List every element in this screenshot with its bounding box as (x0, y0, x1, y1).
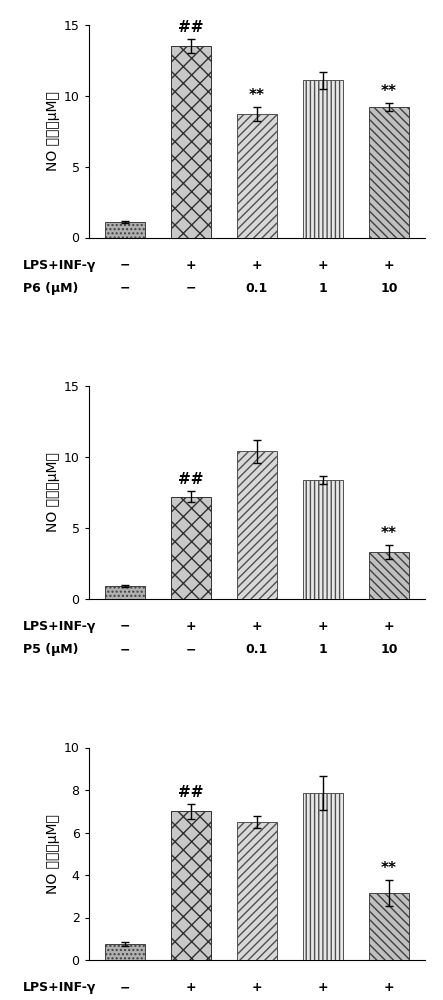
Text: LPS+INF-γ: LPS+INF-γ (23, 981, 96, 994)
Text: −: − (120, 282, 130, 295)
Bar (237, 114, 277, 237)
Text: +: + (384, 620, 394, 633)
Bar (171, 497, 211, 599)
Text: +: + (318, 259, 328, 272)
Y-axis label: NO 浓度（μM）: NO 浓度（μM） (46, 91, 59, 171)
Bar (171, 811, 211, 960)
Y-axis label: NO 浓度（μM）: NO 浓度（μM） (46, 453, 59, 532)
Text: 10: 10 (380, 643, 398, 656)
Bar (369, 107, 409, 237)
Text: P6 (μM): P6 (μM) (23, 282, 78, 295)
Text: +: + (318, 981, 328, 994)
Y-axis label: NO 浓度（μM）: NO 浓度（μM） (46, 814, 59, 894)
Bar (303, 480, 343, 599)
Text: **: ** (381, 84, 397, 99)
Text: +: + (384, 981, 394, 994)
Text: +: + (186, 620, 196, 633)
Text: −: − (120, 620, 130, 633)
Bar (171, 46, 211, 237)
Text: −: − (186, 643, 196, 656)
Bar (303, 80, 343, 237)
Text: 0.1: 0.1 (246, 643, 268, 656)
Text: −: − (120, 981, 130, 994)
Text: ##: ## (178, 20, 204, 35)
Bar (105, 222, 145, 237)
Text: LPS+INF-γ: LPS+INF-γ (23, 620, 96, 633)
Text: **: ** (381, 861, 397, 876)
Text: +: + (252, 259, 262, 272)
Bar (369, 552, 409, 599)
Text: **: ** (249, 88, 265, 103)
Text: 10: 10 (380, 282, 398, 295)
Bar (369, 893, 409, 960)
Bar (303, 793, 343, 960)
Text: LPS+INF-γ: LPS+INF-γ (23, 259, 96, 272)
Text: ##: ## (178, 785, 204, 800)
Text: −: − (120, 643, 130, 656)
Text: +: + (384, 259, 394, 272)
Text: **: ** (381, 526, 397, 541)
Bar (237, 451, 277, 599)
Text: +: + (186, 981, 196, 994)
Bar (237, 822, 277, 960)
Text: +: + (252, 620, 262, 633)
Text: −: − (120, 259, 130, 272)
Text: −: − (186, 282, 196, 295)
Text: ##: ## (178, 472, 204, 487)
Bar (105, 586, 145, 599)
Text: 1: 1 (319, 643, 327, 656)
Bar (105, 944, 145, 960)
Text: 1: 1 (319, 282, 327, 295)
Text: +: + (186, 259, 196, 272)
Text: P5 (μM): P5 (μM) (23, 643, 78, 656)
Text: 0.1: 0.1 (246, 282, 268, 295)
Text: +: + (252, 981, 262, 994)
Text: +: + (318, 620, 328, 633)
